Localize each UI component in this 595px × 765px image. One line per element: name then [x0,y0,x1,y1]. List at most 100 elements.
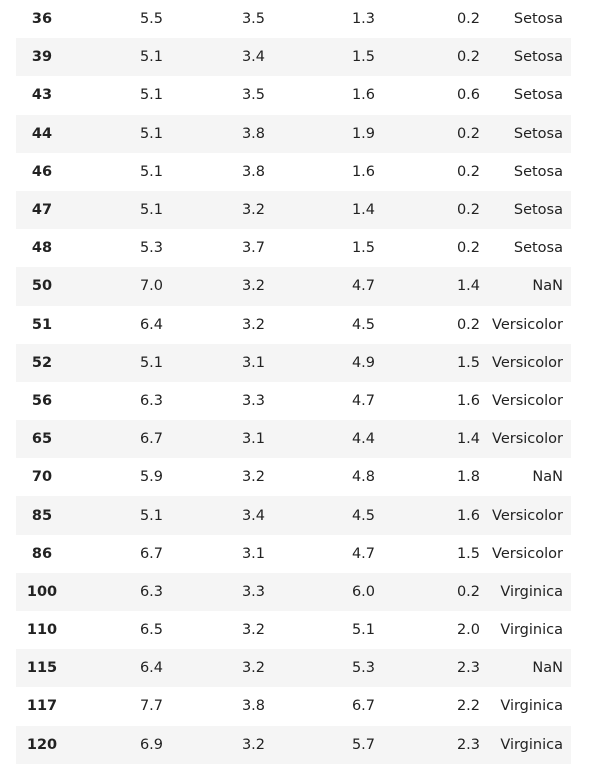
row-index: 85 [31,507,53,524]
petal-width-cell: 0.2 [456,202,480,219]
table-body: 36 5.5 3.5 1.3 0.2 Setosa 39 5.1 3.4 1.5 0.2 Setosa… [16,0,571,764]
sepal-length-cell: 6.7 [139,431,163,448]
sepal-width-cell: 3.1 [241,354,265,371]
sepal-width-cell: 3.1 [241,431,265,448]
sepal-width-cell: 3.8 [241,698,265,715]
sepal-length-cell: 5.1 [139,354,163,371]
petal-width-cell: 1.5 [456,354,480,371]
petal-length-cell: 6.7 [351,698,375,715]
petal-length-cell: 4.5 [351,316,375,333]
sepal-width-cell: 3.7 [241,240,265,257]
species-cell: Versicolor [492,507,563,524]
row-index: 50 [31,278,53,295]
species-cell: Virginica [500,736,563,753]
sepal-length-cell: 5.3 [139,240,163,257]
table-row: 70 5.9 3.2 4.8 1.8 NaN [16,458,571,496]
petal-length-cell: 1.3 [351,11,375,28]
petal-length-cell: 4.7 [351,278,375,295]
row-index: 44 [31,125,53,142]
row-index: 39 [31,49,53,66]
row-index: 65 [31,431,53,448]
petal-width-cell: 0.2 [456,49,480,66]
sepal-length-cell: 7.0 [139,278,163,295]
petal-width-cell: 1.4 [456,278,480,295]
sepal-width-cell: 3.2 [241,660,265,677]
petal-length-cell: 1.9 [351,125,375,142]
row-index: 51 [31,316,53,333]
dataframe-table: 36 5.5 3.5 1.3 0.2 Setosa 39 5.1 3.4 1.5 0.2 Setosa… [16,0,571,764]
petal-length-cell: 4.9 [351,354,375,371]
petal-length-cell: 1.5 [351,240,375,257]
species-cell: Setosa [513,202,563,219]
table-row: 44 5.1 3.8 1.9 0.2 Setosa [16,114,571,153]
row-index: 117 [26,698,58,715]
sepal-length-cell: 6.9 [139,736,163,753]
species-cell: Setosa [513,87,563,104]
petal-width-cell: 0.2 [456,11,480,28]
table-row: 56 6.3 3.3 4.7 1.6 Versicolor [16,382,571,420]
sepal-length-cell: 5.1 [139,507,163,524]
species-cell: Setosa [513,49,563,66]
sepal-width-cell: 3.2 [241,736,265,753]
table-row: 39 5.1 3.4 1.5 0.2 Setosa [16,38,571,77]
petal-length-cell: 5.1 [351,622,375,639]
sepal-length-cell: 5.9 [139,469,163,486]
species-cell: Setosa [513,11,563,28]
petal-width-cell: 0.6 [456,87,480,104]
table-row: 47 5.1 3.2 1.4 0.2 Setosa [16,190,571,230]
petal-width-cell: 0.2 [456,125,480,142]
petal-length-cell: 4.7 [351,545,375,562]
petal-length-cell: 4.5 [351,507,375,524]
table-row: 48 5.3 3.7 1.5 0.2 Setosa [16,229,571,267]
table-row: 50 7.0 3.2 4.7 1.4 NaN [16,267,571,306]
row-index: 36 [31,11,53,28]
table-row: 43 5.1 3.5 1.6 0.6 Setosa [16,76,571,114]
petal-width-cell: 1.5 [456,545,480,562]
sepal-length-cell: 6.3 [139,392,163,409]
row-index: 47 [31,202,53,219]
species-cell: Virginica [500,583,563,600]
petal-width-cell: 0.2 [456,316,480,333]
petal-width-cell: 1.8 [456,469,480,486]
row-index: 46 [31,163,53,180]
species-cell: Versicolor [492,431,563,448]
species-cell: Setosa [513,240,563,257]
row-index: 100 [26,583,58,600]
row-index: 70 [31,469,53,486]
sepal-length-cell: 6.4 [139,316,163,333]
species-cell: NaN [532,469,563,486]
species-cell: Virginica [500,698,563,715]
petal-length-cell: 1.5 [351,49,375,66]
petal-length-cell: 1.6 [351,87,375,104]
petal-width-cell: 0.2 [456,163,480,180]
sepal-width-cell: 3.8 [241,125,265,142]
petal-width-cell: 1.4 [456,431,480,448]
petal-length-cell: 1.4 [351,202,375,219]
table-row: 120 6.9 3.2 5.7 2.3 Virginica [16,725,571,764]
row-index: 56 [31,392,53,409]
species-cell: Virginica [500,622,563,639]
petal-length-cell: 4.8 [351,469,375,486]
sepal-width-cell: 3.5 [241,87,265,104]
sepal-length-cell: 6.3 [139,583,163,600]
dataframe-table-container: 36 5.5 3.5 1.3 0.2 Setosa 39 5.1 3.4 1.5 0.2 Setosa… [16,0,571,764]
sepal-width-cell: 3.3 [241,583,265,600]
sepal-length-cell: 5.1 [139,163,163,180]
species-cell: Setosa [513,125,563,142]
sepal-width-cell: 3.3 [241,392,265,409]
sepal-width-cell: 3.2 [241,469,265,486]
petal-length-cell: 5.3 [351,660,375,677]
sepal-length-cell: 6.4 [139,660,163,677]
row-index: 52 [31,354,53,371]
table-row: 117 7.7 3.8 6.7 2.2 Virginica [16,687,571,725]
petal-width-cell: 1.6 [456,392,480,409]
species-cell: Versicolor [492,316,563,333]
sepal-length-cell: 5.1 [139,125,163,142]
row-index: 115 [26,660,58,677]
sepal-width-cell: 3.8 [241,163,265,180]
sepal-width-cell: 3.2 [241,316,265,333]
sepal-width-cell: 3.2 [241,278,265,295]
petal-width-cell: 1.6 [456,507,480,524]
petal-width-cell: 2.3 [456,736,480,753]
sepal-width-cell: 3.1 [241,545,265,562]
